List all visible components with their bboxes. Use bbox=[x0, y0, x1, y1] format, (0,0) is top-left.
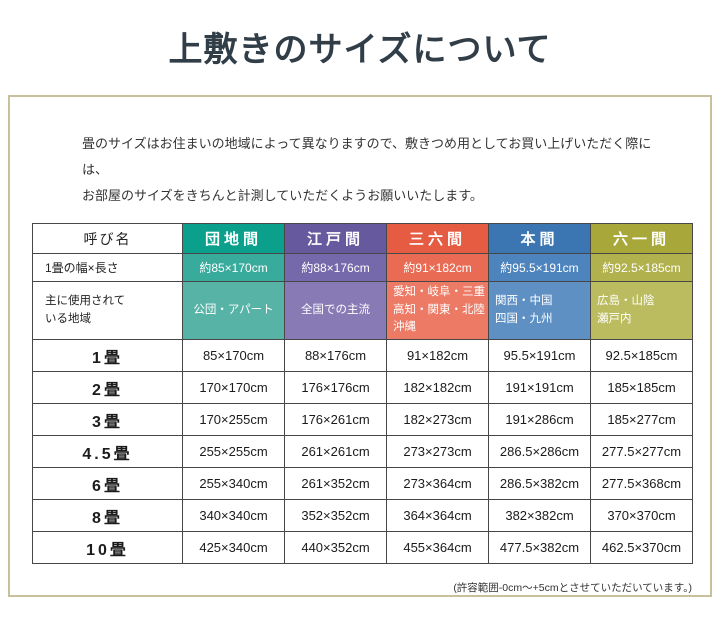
intro-text-line1: 畳のサイズはお住まいの地域によって異なりますので、敷きつめ用としてお買い上げいた… bbox=[82, 136, 652, 177]
size-cell: 170×255cm bbox=[182, 403, 285, 436]
size-cell: 255×340cm bbox=[182, 467, 285, 500]
region-line: 広島・山陰 bbox=[597, 294, 655, 307]
width-cell: 約91×182cm bbox=[386, 253, 489, 282]
size-cell: 455×364cm bbox=[386, 531, 489, 564]
size-cell: 352×352cm bbox=[284, 499, 387, 532]
width-cell: 約85×170cm bbox=[182, 253, 285, 282]
table-row: 1畳 85×170cm 88×176cm 91×182cm 95.5×191cm… bbox=[32, 339, 693, 372]
row-label: 8畳 bbox=[32, 499, 183, 532]
size-cell: 440×352cm bbox=[284, 531, 387, 564]
size-cell: 261×352cm bbox=[284, 467, 387, 500]
region-cell: 愛知・岐阜・三重 高知・関東・北陸 沖縄 bbox=[386, 281, 489, 340]
size-cell: 477.5×382cm bbox=[488, 531, 591, 564]
row-label: 10畳 bbox=[32, 531, 183, 564]
region-line: 沖縄 bbox=[393, 321, 416, 334]
size-cell: 182×273cm bbox=[386, 403, 489, 436]
page-title: 上敷きのサイズについて bbox=[168, 32, 552, 69]
size-cell: 255×255cm bbox=[182, 435, 285, 468]
region-row: 主に使用されて いる地域 公団・アパート 全国での主流 愛知・岐阜・三重 高知・… bbox=[32, 281, 693, 340]
column-header-edoma: 江戸間 bbox=[284, 223, 387, 254]
size-cell: 425×340cm bbox=[182, 531, 285, 564]
size-cell: 176×261cm bbox=[284, 403, 387, 436]
size-cell: 277.5×368cm bbox=[590, 467, 693, 500]
header-row: 呼び名 団地間 江戸間 三六間 本間 六一間 bbox=[32, 223, 693, 254]
width-cell: 約92.5×185cm bbox=[590, 253, 693, 282]
region-cell: 公団・アパート bbox=[182, 281, 285, 340]
region-line: 四国・九州 bbox=[495, 312, 553, 325]
region-cell: 全国での主流 bbox=[284, 281, 387, 340]
row-label-region: 主に使用されて いる地域 bbox=[32, 281, 183, 340]
size-cell: 88×176cm bbox=[284, 339, 387, 372]
size-cell: 462.5×370cm bbox=[590, 531, 693, 564]
size-cell: 286.5×286cm bbox=[488, 435, 591, 468]
row-label-line: いる地域 bbox=[45, 312, 91, 325]
row-label-width: 1畳の幅×長さ bbox=[32, 253, 183, 282]
column-header-rokuichi: 六一間 bbox=[590, 223, 693, 254]
size-cell: 95.5×191cm bbox=[488, 339, 591, 372]
column-header-sanroku: 三六間 bbox=[386, 223, 489, 254]
region-line: 関西・中国 bbox=[495, 294, 553, 307]
table-row: 4.5畳 255×255cm 261×261cm 273×273cm 286.5… bbox=[32, 435, 693, 468]
size-cell: 91×182cm bbox=[386, 339, 489, 372]
size-cell: 340×340cm bbox=[182, 499, 285, 532]
region-cell: 広島・山陰 瀬戸内 bbox=[590, 281, 693, 340]
table-corner-header: 呼び名 bbox=[32, 223, 183, 254]
content-frame: 畳のサイズはお住まいの地域によって異なりますので、敷きつめ用としてお買い上げいた… bbox=[8, 95, 712, 597]
page: 上敷きのサイズについて 畳のサイズはお住まいの地域によって異なりますので、敷きつ… bbox=[0, 22, 720, 597]
size-cell: 286.5×382cm bbox=[488, 467, 591, 500]
size-cell: 277.5×277cm bbox=[590, 435, 693, 468]
tatami-size-table: 呼び名 団地間 江戸間 三六間 本間 六一間 1畳の幅×長さ 約85×170cm… bbox=[32, 223, 693, 564]
size-cell: 85×170cm bbox=[182, 339, 285, 372]
row-label: 1畳 bbox=[32, 339, 183, 372]
intro-text: 畳のサイズはお住まいの地域によって異なりますので、敷きつめ用としてお買い上げいた… bbox=[10, 97, 710, 209]
region-line: 愛知・岐阜・三重 bbox=[393, 285, 485, 298]
size-cell: 273×364cm bbox=[386, 467, 489, 500]
row-label: 2畳 bbox=[32, 371, 183, 404]
size-cell: 182×182cm bbox=[386, 371, 489, 404]
row-label: 3畳 bbox=[32, 403, 183, 436]
row-label: 6畳 bbox=[32, 467, 183, 500]
size-cell: 273×273cm bbox=[386, 435, 489, 468]
table-row: 10畳 425×340cm 440×352cm 455×364cm 477.5×… bbox=[32, 531, 693, 564]
size-cell: 364×364cm bbox=[386, 499, 489, 532]
size-cell: 261×261cm bbox=[284, 435, 387, 468]
size-cell: 176×176cm bbox=[284, 371, 387, 404]
row-label: 4.5畳 bbox=[32, 435, 183, 468]
column-header-danchima: 団地間 bbox=[182, 223, 285, 254]
row-label-line: 主に使用されて bbox=[45, 294, 126, 307]
size-cell: 185×277cm bbox=[590, 403, 693, 436]
region-cell: 関西・中国 四国・九州 bbox=[488, 281, 591, 340]
size-cell: 170×170cm bbox=[182, 371, 285, 404]
size-cell: 382×382cm bbox=[488, 499, 591, 532]
size-cell: 92.5×185cm bbox=[590, 339, 693, 372]
intro-text-line2: お部屋のサイズをきちんと計測していただくようお願いいたします。 bbox=[82, 188, 483, 203]
tolerance-note: (許容範囲-0cm～+5cmとさせていただいています。) bbox=[453, 582, 692, 594]
region-line: 高知・関東・北陸 bbox=[393, 303, 485, 316]
size-cell: 370×370cm bbox=[590, 499, 693, 532]
table-row: 8畳 340×340cm 352×352cm 364×364cm 382×382… bbox=[32, 499, 693, 532]
region-line: 瀬戸内 bbox=[597, 312, 632, 325]
table-row: 2畳 170×170cm 176×176cm 182×182cm 191×191… bbox=[32, 371, 693, 404]
width-row: 1畳の幅×長さ 約85×170cm 約88×176cm 約91×182cm 約9… bbox=[32, 253, 693, 282]
width-cell: 約95.5×191cm bbox=[488, 253, 591, 282]
width-cell: 約88×176cm bbox=[284, 253, 387, 282]
size-cell: 191×286cm bbox=[488, 403, 591, 436]
column-header-honma: 本間 bbox=[488, 223, 591, 254]
size-cell: 185×185cm bbox=[590, 371, 693, 404]
size-cell: 191×191cm bbox=[488, 371, 591, 404]
table-row: 3畳 170×255cm 176×261cm 182×273cm 191×286… bbox=[32, 403, 693, 436]
table-row: 6畳 255×340cm 261×352cm 273×364cm 286.5×3… bbox=[32, 467, 693, 500]
